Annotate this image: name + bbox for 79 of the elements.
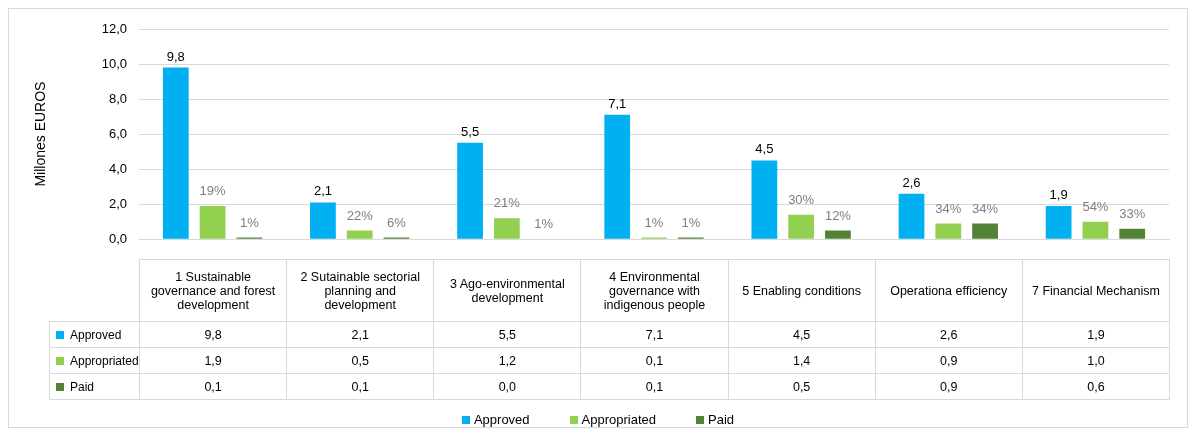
y-tick-label: 4,0 <box>108 160 127 176</box>
data-label: 1,4 <box>728 347 876 374</box>
data-label: 2,1 <box>286 321 434 348</box>
x-tick-label: 3 Ago-environmental development <box>433 259 581 322</box>
bar <box>604 114 631 239</box>
x-tick-label: Operationa efficiency <box>875 259 1023 322</box>
x-tick-label: 1 Sustainable governance and forest development <box>139 259 287 322</box>
y-tick-label: 10,0 <box>101 55 127 71</box>
data-label: 0,5 <box>728 373 876 400</box>
annotation: 1% <box>681 214 701 230</box>
annotation: 1% <box>239 214 260 230</box>
bar <box>825 230 851 239</box>
text: Paid <box>70 379 95 394</box>
legend-label: Appropriated <box>49 347 140 374</box>
bar <box>346 230 373 239</box>
annotation: 1% <box>534 216 554 232</box>
bar <box>162 67 189 239</box>
text: Appropriated <box>581 412 657 427</box>
bar <box>788 214 815 239</box>
bar <box>493 218 520 239</box>
annotation: 33% <box>1119 205 1146 221</box>
data-label: 1,9 <box>1022 321 1170 348</box>
bar <box>898 193 925 239</box>
bar <box>935 223 962 239</box>
data-label: 0,9 <box>875 347 1023 374</box>
y-tick-label: 0,0 <box>108 230 127 246</box>
annotation: 12% <box>824 207 852 223</box>
bar <box>1082 221 1109 239</box>
x-tick-label: 2 Sutainable sectorial planning and development <box>286 259 434 322</box>
x-tick-label: 4 Environmental governance with indigenous people <box>580 259 729 322</box>
legend-label: Paid <box>707 412 735 427</box>
annotation: 21% <box>493 195 521 211</box>
data-label: 0,0 <box>433 373 581 400</box>
text: 2,1 <box>313 183 332 199</box>
text: Approved <box>473 412 530 427</box>
data-label: 9,8 <box>139 321 287 348</box>
annotation: 34% <box>935 200 962 216</box>
text: 1,9 <box>1049 187 1068 202</box>
annotation: 1% <box>644 214 664 230</box>
y-tick-label: 2,0 <box>108 195 127 211</box>
legend-label: Approved <box>49 321 140 348</box>
data-label: 7,1 <box>580 321 729 348</box>
data-label: 1,0 <box>1022 347 1170 374</box>
annotation: 30% <box>788 191 815 207</box>
data-label: 1,9 <box>139 347 287 374</box>
text: 5,5 <box>461 123 480 139</box>
data-label: 0,1 <box>139 373 287 400</box>
annotation: 19% <box>199 183 227 198</box>
bar <box>972 223 998 239</box>
data-label: 0,1 <box>286 373 434 400</box>
annotation: 34% <box>972 200 999 216</box>
x-tick-label: 7 Financial Mechanism <box>1022 259 1170 322</box>
text: 4,5 <box>755 141 774 157</box>
bar <box>457 142 483 239</box>
data-label: 4,5 <box>728 321 876 348</box>
text: 7,1 <box>608 95 627 111</box>
y-axis-title: Millones EUROS <box>32 81 49 187</box>
bar <box>751 160 778 239</box>
y-tick-label: 8,0 <box>108 90 127 106</box>
data-label: 5,5 <box>433 321 581 348</box>
data-label: 0,5 <box>286 347 434 374</box>
data-label: 2,6 <box>875 321 1023 348</box>
text: 9,8 <box>166 48 185 64</box>
data-label: 1,2 <box>433 347 581 374</box>
y-tick-label: 12,0 <box>101 20 127 36</box>
x-tick-label: 5 Enabling conditions <box>728 259 876 322</box>
bar <box>1045 205 1072 239</box>
data-label: 0,1 <box>580 347 729 374</box>
annotation: 6% <box>387 214 407 230</box>
bar <box>199 205 226 239</box>
data-label: 0,9 <box>875 373 1023 400</box>
y-tick-label: 6,0 <box>108 125 127 141</box>
annotation: 22% <box>346 207 374 223</box>
text: 2,6 <box>902 174 921 190</box>
data-label: 0,6 <box>1022 373 1170 400</box>
bar <box>310 202 336 239</box>
annotation: 54% <box>1082 198 1109 214</box>
data-label: 0,1 <box>580 373 729 400</box>
bar <box>1119 228 1146 239</box>
